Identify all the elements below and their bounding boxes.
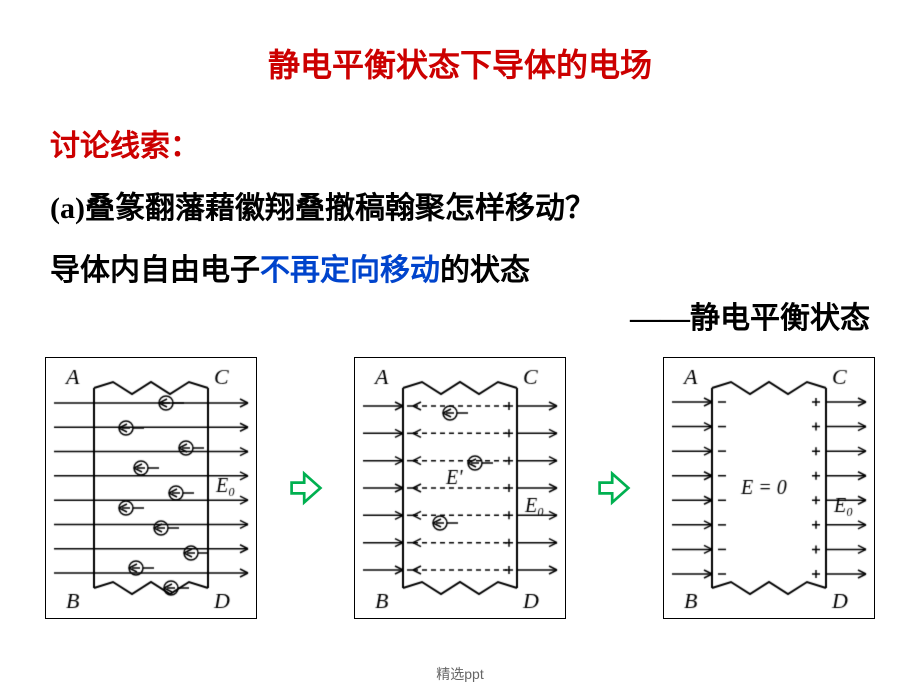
line4-p2: 不再定向移动 xyxy=(260,254,440,287)
line4: 导体内自由电子不再定向移动的状态 xyxy=(0,227,920,289)
diagram-1 xyxy=(45,357,257,619)
arrow-right-icon xyxy=(288,470,324,506)
line3-back: (a)叠篆翻藩藉徽翔叠撤稿翰聚怎样移动？ xyxy=(50,192,595,225)
line4-p1: 导体内自由电子 xyxy=(50,254,260,287)
arrow-right-icon xyxy=(596,470,632,506)
discuss-label: 讨论线索： xyxy=(0,86,920,165)
diagram-row xyxy=(0,337,920,619)
line5: ——静电平衡状态 xyxy=(0,289,920,337)
line4-p3: 的状态 xyxy=(440,254,530,287)
discuss-text: 讨论线索： xyxy=(50,130,200,163)
line5-text: ——静电平衡状态 xyxy=(630,302,870,335)
title-text: 静电平衡状态下导体的电场 xyxy=(268,47,652,83)
diagram-3 xyxy=(663,357,875,619)
page-title: 静电平衡状态下导体的电场 xyxy=(0,0,920,86)
diagram-2 xyxy=(354,357,566,619)
line3: (a)叠篆翻藩藉徽翔叠撤稿翰聚怎样移动？ xyxy=(0,165,920,227)
footer-label: 精选ppt xyxy=(0,664,920,684)
